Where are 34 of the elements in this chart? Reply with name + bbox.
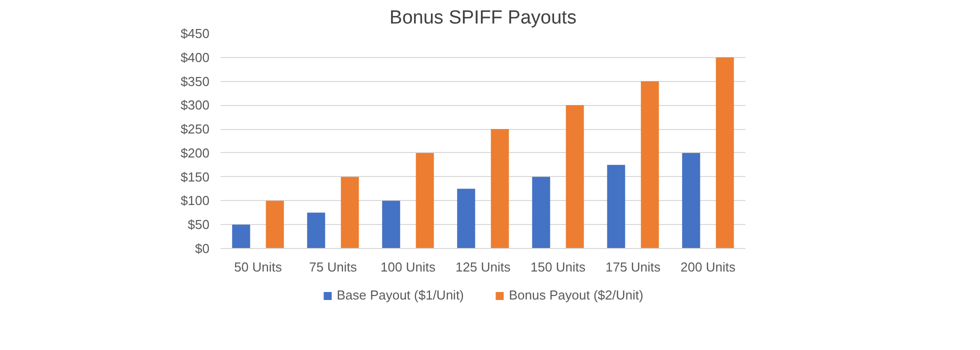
y-tick-label: $250 bbox=[180, 122, 210, 137]
bar bbox=[716, 57, 734, 248]
bar bbox=[607, 164, 626, 248]
x-tick-label: 125 Units bbox=[456, 260, 511, 274]
y-tick-label: $100 bbox=[180, 193, 210, 208]
y-tick-label: $400 bbox=[180, 50, 210, 65]
legend-label: Base Payout ($1/Unit) bbox=[336, 288, 464, 302]
y-tick-label: $350 bbox=[180, 74, 210, 89]
bar bbox=[457, 188, 476, 248]
bar bbox=[532, 176, 550, 248]
y-tick-label: $450 bbox=[180, 26, 210, 41]
bar bbox=[232, 224, 250, 248]
bar bbox=[416, 152, 434, 248]
x-tick-label: 150 Units bbox=[530, 260, 586, 274]
bar bbox=[566, 105, 584, 248]
x-tick-label: 50 Units bbox=[234, 260, 282, 274]
x-tick-label: 100 Units bbox=[380, 260, 436, 274]
bar bbox=[490, 129, 509, 248]
x-tick-label: 75 Units bbox=[309, 260, 358, 274]
chart-title: Bonus SPIFF Payouts bbox=[390, 8, 576, 28]
y-tick-label: $50 bbox=[188, 217, 210, 232]
x-tick-label: 175 Units bbox=[606, 260, 661, 274]
bar bbox=[640, 81, 659, 248]
x-tick-label: 200 Units bbox=[680, 260, 736, 274]
y-tick-label: $0 bbox=[195, 241, 210, 256]
bar bbox=[382, 200, 400, 248]
legend-label: Bonus Payout ($2/Unit) bbox=[508, 288, 644, 302]
bar bbox=[682, 152, 700, 248]
bar bbox=[340, 176, 359, 248]
bar bbox=[266, 200, 284, 248]
bar bbox=[307, 212, 326, 248]
y-tick-label: $200 bbox=[180, 145, 210, 160]
y-tick-label: $300 bbox=[180, 98, 210, 113]
y-tick-label: $150 bbox=[180, 169, 210, 184]
